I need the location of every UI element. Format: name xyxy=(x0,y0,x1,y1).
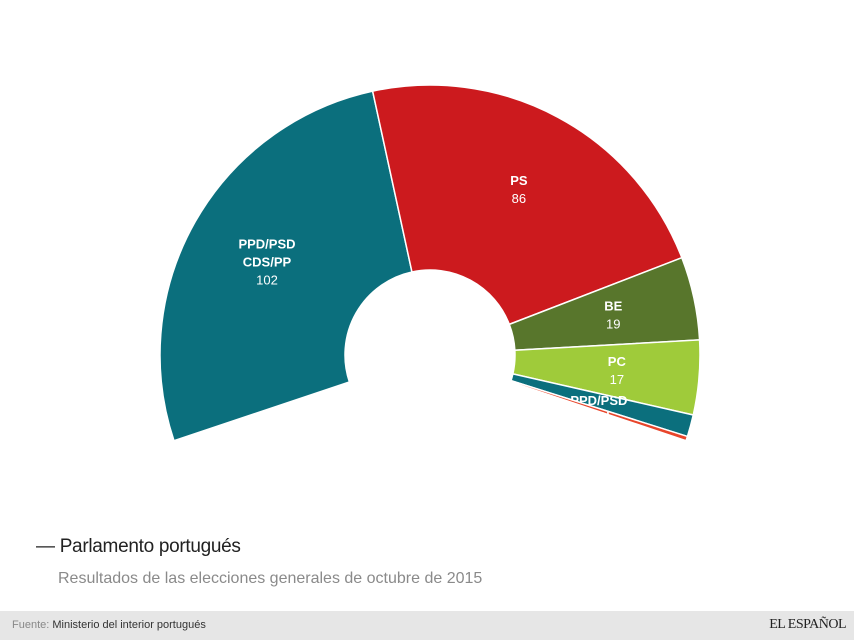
chart-title: — Parlamento portugués xyxy=(36,536,241,557)
seat-count-label: 86 xyxy=(512,191,526,206)
party-name-label: PPD/PSD xyxy=(238,236,295,251)
slice-pan xyxy=(509,379,689,442)
seat-count-label: 102 xyxy=(256,272,278,287)
seat-count-label: 17 xyxy=(610,372,624,387)
slice-ps xyxy=(371,84,683,326)
slice-label: PPD/PSD CDS/PP 102 xyxy=(238,236,295,287)
brand-logo: EL ESPAÑOL xyxy=(769,617,846,632)
slice-label: PS 86 xyxy=(510,173,528,206)
party-name-label: CDS/PP xyxy=(243,254,292,269)
party-name-label: BE xyxy=(604,298,622,313)
chart-subtitle: Resultados de las elecciones generales d… xyxy=(58,570,483,587)
slice-label: PAN xyxy=(583,409,609,424)
source: Fuente: Ministerio del interior portugué… xyxy=(12,619,206,631)
seat-count-label: 19 xyxy=(606,316,620,331)
party-name-label: PAN xyxy=(583,409,609,424)
slice-label: PPD/PSD xyxy=(570,393,627,408)
party-name-label: PPD/PSD xyxy=(570,393,627,408)
slice-ppd-psd-cds-pp xyxy=(159,90,413,442)
party-name-label: PS xyxy=(510,173,528,188)
footer: Fuente: Ministerio del interior portugué… xyxy=(0,611,854,640)
party-name-label: PC xyxy=(608,354,627,369)
slice-label: BE 19 xyxy=(604,298,622,331)
slice-label: PC 17 xyxy=(608,354,627,387)
